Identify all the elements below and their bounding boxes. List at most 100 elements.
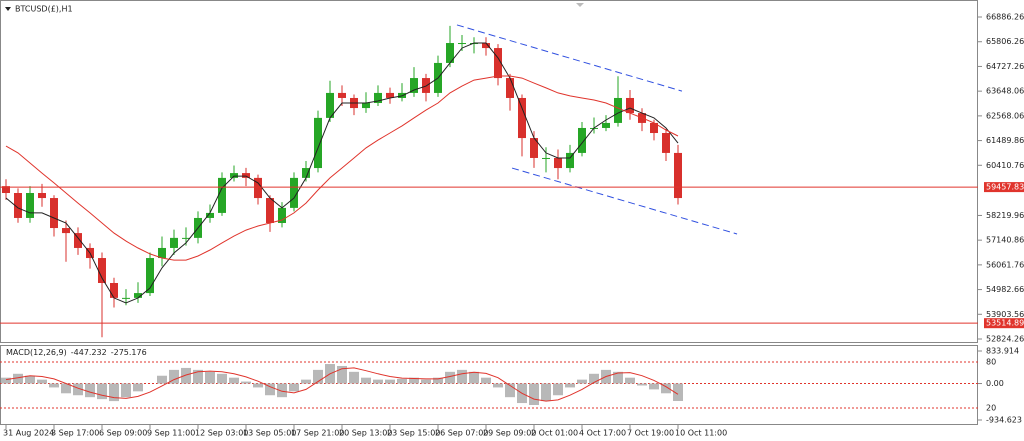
macd-pane (0, 345, 978, 425)
candle-body (386, 92, 394, 98)
candle-body (602, 122, 610, 128)
candle-body (254, 177, 262, 199)
candle-body (62, 228, 70, 234)
candle-body (50, 198, 58, 229)
macd-bar (469, 371, 479, 384)
macd-bar (109, 383, 119, 402)
candle-body (182, 237, 190, 239)
x-tick-label: 6 Sep 09:00 (99, 429, 147, 438)
macd-bar (481, 377, 491, 384)
y-tick-label: 57140.86 (986, 236, 1024, 245)
macd-bar (181, 367, 191, 384)
macd-bar (493, 383, 503, 388)
y-tick-label: 53903.56 (986, 310, 1024, 319)
level-label: 20 (986, 403, 996, 412)
candle-body (302, 168, 310, 178)
trend-channel (511, 167, 738, 235)
level-label: 53514.89 (986, 319, 1024, 328)
macd-bar (589, 373, 599, 384)
candle-body (482, 43, 490, 49)
candle-body (518, 97, 526, 139)
macd-bar (253, 383, 263, 388)
macd-title: MACD(12,26,9) (6, 348, 67, 357)
menu-icon (5, 7, 11, 11)
y-tick-label: 56061.76 (986, 260, 1024, 269)
macd-bar (229, 377, 239, 384)
x-tick-label: 4 Oct 17:00 (579, 429, 626, 438)
candle-body (158, 247, 166, 259)
chart-title: BTCUSD(£),H1 (15, 5, 73, 14)
macd-bar (373, 379, 383, 384)
y-tick-label: -934.623 (986, 416, 1022, 425)
moving-average (5, 42, 679, 304)
macd-bar (133, 383, 143, 392)
level-label: 59457.83 (986, 183, 1024, 192)
macd-bar (169, 369, 179, 384)
candle-body (326, 92, 334, 118)
candle-body (134, 293, 142, 298)
y-tick-label: 61489.86 (986, 136, 1024, 145)
level-label-box (984, 318, 1024, 329)
candle-body (650, 122, 658, 134)
candle-body (626, 97, 634, 114)
macd-bar (625, 377, 635, 384)
macd-bar (277, 383, 287, 398)
macd-bar (385, 379, 395, 384)
candle-body (674, 152, 682, 199)
candle-body (278, 207, 286, 224)
x-tick-label: 23 Sep 15:00 (387, 429, 440, 438)
x-tick-label: 31 Aug 2024 (3, 429, 54, 438)
candle-body (314, 117, 322, 169)
macd-bar (565, 383, 575, 388)
candle-body (614, 97, 622, 123)
x-tick-label: 13 Sep 05:00 (243, 429, 296, 438)
candle-body (662, 133, 670, 153)
y-tick-label: 60410.76 (986, 161, 1024, 170)
macd-bar (313, 369, 323, 384)
macd-bar (157, 375, 167, 384)
candle-body (506, 78, 514, 98)
y-tick-label: 64727.26 (986, 62, 1024, 71)
macd-bar (301, 379, 311, 384)
macd-bar (37, 379, 47, 384)
macd-bar (577, 379, 587, 384)
x-tick-label: 17 Sep 21:00 (291, 429, 344, 438)
candle-body (206, 212, 214, 218)
macd-bar (661, 383, 671, 394)
macd-header: MACD(12,26,9) -447.232 -275.176 (6, 348, 147, 357)
candle-body (242, 173, 250, 178)
candle-body (74, 233, 82, 248)
y-tick-label: 54982.66 (986, 285, 1024, 294)
macd-bar (289, 383, 299, 392)
macd-bar (193, 369, 203, 384)
macd-bar (49, 383, 59, 388)
candle-body (218, 177, 226, 213)
y-tick-label: 63648.06 (986, 87, 1024, 96)
candle-body (410, 78, 418, 93)
macd-bar (85, 383, 95, 398)
candle-body (14, 193, 22, 218)
macd-bar (97, 383, 107, 400)
x-tick-label: 20 Sep 13:00 (339, 429, 392, 438)
macd-bar (25, 375, 35, 384)
candle-body (38, 193, 46, 199)
y-tick-label: 62568.06 (986, 111, 1024, 120)
candle-body (530, 138, 538, 158)
macd-bar (121, 383, 131, 398)
candle-body (446, 43, 454, 63)
moving-average (5, 75, 679, 261)
macd-bar (337, 365, 347, 384)
macd-bar (505, 383, 515, 398)
y-tick-label: 66886.26 (986, 13, 1024, 22)
price-plot (2, 24, 738, 338)
candle-body (2, 186, 10, 194)
candle-body (542, 157, 550, 159)
macd-bar (673, 383, 683, 401)
y-tick-label: 52824.26 (986, 335, 1024, 344)
signal-line (5, 367, 679, 402)
y-tick-label: 833.914 (986, 347, 1019, 356)
x-tick-label: 2 Oct 01:00 (531, 429, 578, 438)
scroll-marker (576, 3, 584, 7)
macd-bar (649, 383, 659, 390)
macd-bar (445, 371, 455, 384)
